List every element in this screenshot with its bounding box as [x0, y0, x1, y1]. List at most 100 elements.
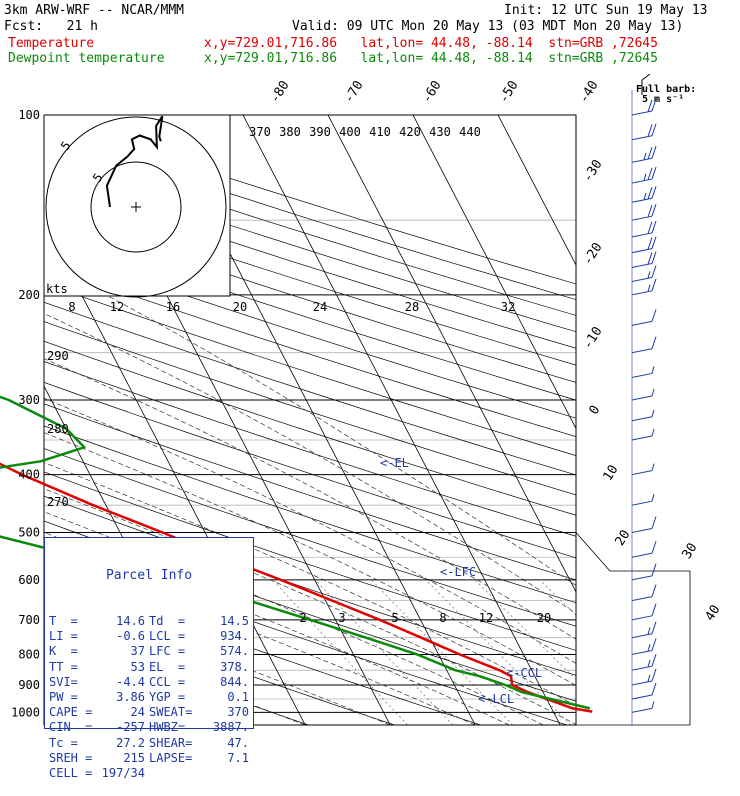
- isotherm: [327, 115, 576, 593]
- parcel-row: LI = -0.6 LCL = 934.: [45, 629, 253, 644]
- theta-e-label: 400: [339, 125, 361, 139]
- side-outline: [575, 532, 691, 726]
- parcel-param-name: LCL =: [149, 629, 186, 644]
- theta-e-label: 380: [279, 125, 301, 139]
- dewpoint-legend: Dewpoint temperature: [8, 51, 165, 66]
- parcel-row: CAPE = 24 SWEAT= 370: [45, 705, 253, 720]
- barb-flag-full: [647, 204, 653, 218]
- pressure-label: 1000: [11, 705, 40, 719]
- parcel-param-value: 215: [123, 750, 145, 765]
- parcel-param-value: 844.: [220, 674, 249, 689]
- wind-barb: [631, 388, 655, 401]
- parcel-row: TT = 53 EL = 378.: [45, 660, 253, 675]
- theta-label: 280: [47, 422, 69, 436]
- mixing-ratio-line: [371, 579, 513, 725]
- theta-label: 290: [47, 349, 69, 363]
- parcel-param-value: 197/34: [101, 765, 145, 780]
- parcel-param-value: 574.: [220, 644, 249, 659]
- wind-barb: [631, 668, 657, 686]
- isotherm-label: -80: [267, 78, 292, 106]
- wind-barb: [631, 204, 657, 221]
- barb-flag-full: [651, 220, 657, 234]
- isotherm: [412, 115, 576, 430]
- isotherm-label: -30: [580, 157, 605, 185]
- barb-shaft: [631, 615, 653, 621]
- wind-barb: [631, 265, 657, 283]
- barb-shaft: [631, 416, 653, 422]
- dry-adiabat: [44, 425, 576, 604]
- moist-adiabat: [44, 358, 576, 640]
- isotherm-label: -40: [576, 78, 601, 106]
- barb-shaft: [631, 248, 653, 254]
- parcel-param-name: CAPE =: [49, 705, 93, 720]
- parcel-param-name: TT =: [49, 659, 78, 674]
- isotherm-label: -50: [496, 78, 521, 106]
- hodograph-trace: [105, 115, 164, 208]
- pressure-label: 300: [18, 393, 40, 407]
- barb-shaft: [631, 290, 653, 296]
- parcel-param-value: 14.6: [116, 614, 145, 629]
- parcel-row: CELL = 197/34: [45, 766, 253, 781]
- parcel-row: SVI= -4.4 CCL = 844.: [45, 675, 253, 690]
- parcel-param-name: PW =: [49, 689, 78, 704]
- parcel-param-value: 37: [130, 644, 145, 659]
- barb-flag-half: [643, 173, 647, 181]
- parcel-param-value: -257: [116, 720, 145, 735]
- barb-flag-full: [647, 186, 653, 200]
- dry-adiabat: [44, 195, 576, 366]
- theta-e-label: 420: [399, 125, 421, 139]
- barb-flag-half: [651, 409, 655, 417]
- dry-adiabat: [44, 229, 576, 401]
- wind-barb: [631, 541, 657, 558]
- parcel-row: SREH = 215 LAPSE= 7.1: [45, 751, 253, 766]
- mixing-ratio-line: [539, 579, 576, 616]
- parcel-param-name: Td =: [149, 614, 186, 629]
- barb-flag-full: [647, 146, 653, 160]
- barb-shaft: [631, 277, 653, 283]
- barb-flag-full: [651, 516, 657, 529]
- hodograph-axis-tick: 8: [68, 300, 75, 314]
- barb-shaft: [631, 470, 653, 476]
- barb-shaft: [631, 110, 653, 116]
- dry-adiabat: [44, 600, 395, 725]
- parcel-param-name: CCL =: [149, 674, 186, 689]
- barb-flag-full: [651, 98, 657, 112]
- barb-flag-full: [651, 309, 657, 322]
- barb-legend-1: Full barb:: [636, 84, 697, 95]
- pressure-label: 500: [18, 526, 40, 540]
- parcel-row: CIN = -257 HWBZ= 3887.: [45, 720, 253, 735]
- parcel-param-value: 3.86: [116, 689, 145, 704]
- parcel-param-name: SREH =: [49, 750, 93, 765]
- theta-e-label: 440: [459, 125, 481, 139]
- barb-flag-half: [651, 701, 655, 709]
- barb-shaft: [631, 215, 653, 221]
- barb-flag-full: [651, 541, 657, 554]
- parcel-param-value: 14.5: [220, 614, 249, 629]
- dry-adiabat: [44, 340, 576, 516]
- plot-border: [43, 114, 577, 726]
- wind-barbs: [631, 73, 657, 725]
- parcel-param-value: -4.4: [116, 674, 145, 689]
- wind-barb: [631, 428, 655, 441]
- wind-barb: [631, 278, 657, 296]
- parcel-marker: <-LCL: [478, 692, 514, 706]
- barb-shaft: [631, 528, 653, 534]
- barb-shaft: [631, 178, 653, 184]
- theta-e-label: 430: [429, 125, 451, 139]
- parcel-param-name: K =: [49, 644, 78, 659]
- barb-flag-half: [651, 428, 655, 437]
- moist-adiabat: [44, 397, 576, 664]
- isotherm: [497, 115, 576, 266]
- isotherm: [668, 115, 740, 725]
- mixing-ratio-label: 3: [338, 611, 345, 625]
- barb-shaft: [631, 395, 653, 401]
- wind-barb: [631, 166, 657, 184]
- moist-adiabat: [44, 462, 576, 707]
- dry-adiabat: [44, 212, 576, 383]
- hodograph-axis-tick: 16: [166, 300, 180, 314]
- barb-shaft: [631, 575, 653, 581]
- barb-flag-full: [651, 563, 657, 576]
- barb-flag-full: [651, 638, 657, 651]
- dry-adiabat: [44, 573, 481, 725]
- wind-barb: [631, 236, 657, 254]
